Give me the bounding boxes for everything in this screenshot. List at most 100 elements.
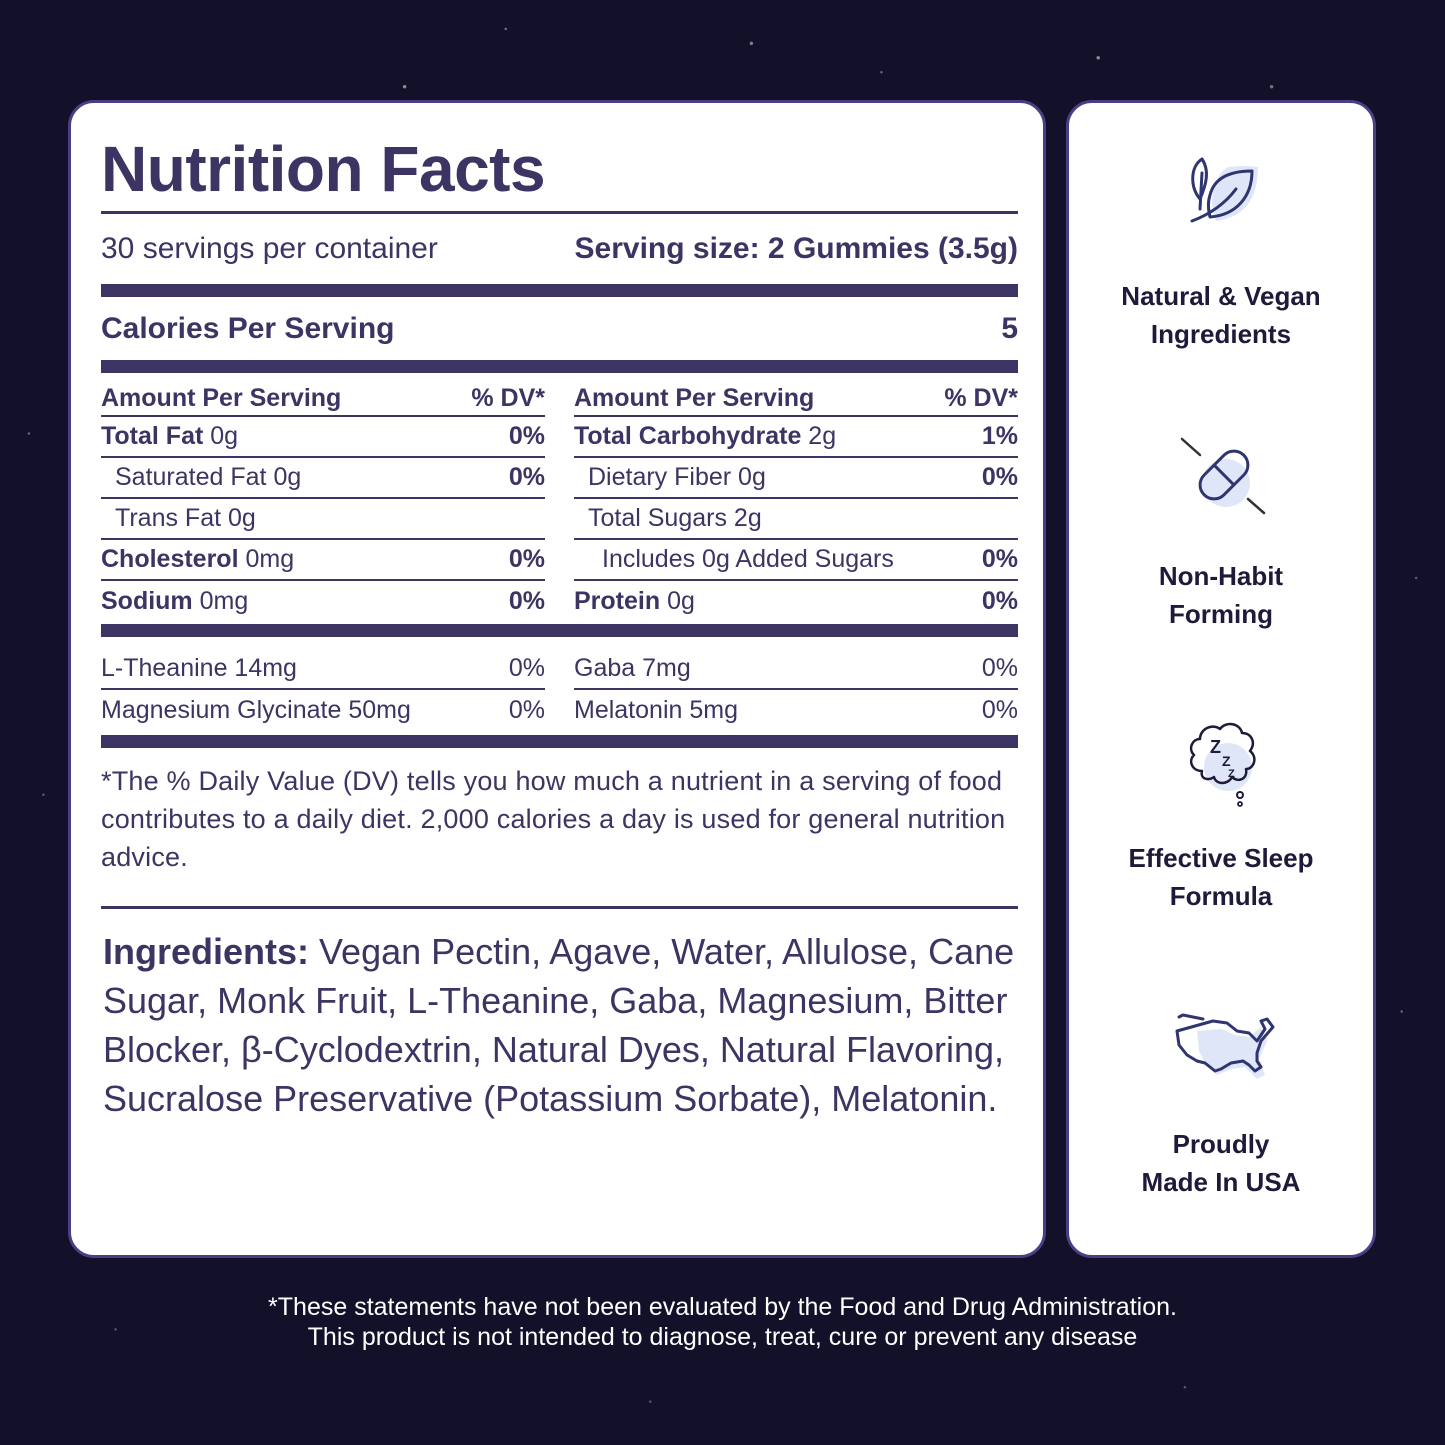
nutrient-amount: 0g [210, 422, 239, 450]
active-ingredients-table: L-Theanine 14mg 0% Magnesium Glycinate 5… [101, 649, 1018, 731]
nutrient-name: Sodium [101, 587, 193, 615]
nutrient-name: Dietary Fiber [588, 463, 732, 491]
svg-text:Z: Z [1222, 753, 1231, 769]
nutrient-name: Total Fat [101, 422, 204, 450]
divider-thick [101, 735, 1018, 748]
nutrient-dv: 0% [508, 587, 545, 615]
header-dv: % DV* [944, 383, 1018, 412]
nutrient-dv: 0% [508, 545, 545, 573]
nutrient-dv: 0% [508, 422, 545, 450]
serving-size: Serving size: 2 Gummies (3.5g) [574, 232, 1018, 265]
table-row: Total Fat 0g 0% [101, 417, 545, 458]
feature-label-line2: Made In USA [1141, 1167, 1301, 1197]
nutrient-amount: 0mg [199, 587, 249, 615]
disclaimer-line2: This product is not intended to diagnose… [307, 1323, 1138, 1351]
crossed-pill-icon [1180, 437, 1266, 515]
feature-label: Natural & Vegan Ingredients [1069, 277, 1373, 353]
nutrient-dv: 0% [508, 696, 545, 724]
divider-thick [101, 624, 1018, 637]
nutrient-dv: 0% [508, 463, 545, 491]
table-row: Gaba 7mg 0% [574, 649, 1018, 690]
nutrition-facts-card: Nutrition Facts 30 servings per containe… [68, 100, 1046, 1258]
divider [101, 211, 1018, 214]
feature-label-line1: Natural & Vegan [1121, 281, 1321, 311]
nutrients-right-column: Amount Per Serving % DV* Total Carbohydr… [574, 373, 1018, 622]
nutrient-name: Saturated Fat [115, 463, 267, 491]
features-card: Natural & Vegan Ingredients Non-Habit Fo… [1066, 100, 1376, 1258]
nutrient-amount: 0g [667, 587, 695, 615]
column-header: Amount Per Serving % DV* [101, 373, 545, 417]
ingredients-list: Ingredients: Vegan Pectin, Agave, Water,… [101, 927, 1018, 1123]
svg-text:Z: Z [1210, 737, 1221, 757]
table-row: L-Theanine 14mg 0% [101, 649, 545, 690]
nutrient-name: Magnesium Glycinate 50mg [101, 696, 411, 724]
nutrient-name: Protein [574, 587, 661, 615]
serving-info: 30 servings per container Serving size: … [101, 214, 1018, 284]
nutrition-facts-panel: Nutrition Facts 30 servings per containe… [101, 103, 1018, 1123]
feature-sleep: Z Z Z Effective Sleep Formula [1069, 709, 1373, 915]
nutrient-name: Total Carbohydrate [574, 422, 802, 450]
nutrient-name: L-Theanine 14mg [101, 654, 297, 682]
table-row: Sodium 0mg 0% [101, 581, 545, 622]
nutrient-dv: 0% [981, 545, 1018, 573]
svg-text:Z: Z [1228, 768, 1235, 780]
header-dv: % DV* [471, 383, 545, 412]
header-amount: Amount Per Serving [101, 383, 342, 412]
nutrient-amount: 2g [733, 504, 762, 532]
feature-label: Proudly Made In USA [1069, 1125, 1373, 1201]
feature-label-line1: Non-Habit [1158, 561, 1284, 591]
header-amount: Amount Per Serving [574, 383, 815, 412]
divider-thick [101, 360, 1018, 373]
nutrient-amount: 0g [273, 463, 302, 491]
active-left-column: L-Theanine 14mg 0% Magnesium Glycinate 5… [101, 649, 545, 731]
nutrient-dv: 0% [981, 696, 1018, 724]
nutrient-amount: 0g [738, 463, 766, 491]
feature-label-line1: Effective Sleep [1128, 843, 1314, 873]
nutrient-amount: 0g [228, 504, 256, 532]
nutrient-name: Includes 0g Added Sugars [602, 545, 894, 573]
nutrients-left-column: Amount Per Serving % DV* Total Fat 0g 0%… [101, 373, 545, 622]
nutrient-name: Trans Fat [115, 504, 222, 532]
nutrient-name: Cholesterol [101, 545, 239, 573]
calories-row: Calories Per Serving 5 [101, 297, 1018, 360]
table-row: Total Sugars 2g [574, 499, 1018, 540]
feature-label-line1: Proudly [1172, 1129, 1270, 1159]
feature-label: Non-Habit Forming [1069, 557, 1373, 633]
table-row: Dietary Fiber 0g 0% [574, 458, 1018, 499]
nutrient-dv: 0% [508, 654, 545, 682]
table-row: Includes 0g Added Sugars 0% [574, 540, 1018, 581]
nutrient-name: Total Sugars [588, 504, 727, 532]
usa-map-icon [1175, 1013, 1275, 1079]
nutrient-amount: 0mg [245, 545, 295, 573]
nutrients-table: Amount Per Serving % DV* Total Fat 0g 0%… [101, 373, 1018, 622]
servings-per-container: 30 servings per container [101, 232, 438, 265]
table-row: Cholesterol 0mg 0% [101, 540, 545, 581]
table-row: Magnesium Glycinate 50mg 0% [101, 690, 545, 731]
disclaimer-line1: *These statements have not been evaluate… [268, 1293, 1177, 1321]
feature-label-line2: Forming [1169, 599, 1273, 629]
table-row: Melatonin 5mg 0% [574, 690, 1018, 731]
sleep-cloud-icon: Z Z Z [1189, 722, 1256, 807]
nutrient-dv: 0% [981, 463, 1018, 491]
ingredients-text: Vegan Pectin, Agave, Water, Allulose, Ca… [103, 931, 1015, 1119]
ingredients-label: Ingredients: [103, 931, 310, 972]
feature-natural-vegan: Natural & Vegan Ingredients [1069, 145, 1373, 353]
nutrient-dv: 0% [981, 587, 1018, 615]
feature-label: Effective Sleep Formula [1069, 839, 1373, 915]
feature-made-in-usa: Proudly Made In USA [1069, 1001, 1373, 1201]
calories-label: Calories Per Serving [101, 311, 395, 345]
nutrient-name: Melatonin 5mg [574, 696, 738, 724]
leaf-icon [1190, 157, 1258, 223]
nutrition-facts-title: Nutrition Facts [101, 133, 546, 205]
table-row: Saturated Fat 0g 0% [101, 458, 545, 499]
nutrient-name: Gaba 7mg [574, 654, 691, 682]
column-header: Amount Per Serving % DV* [574, 373, 1018, 417]
calories-value: 5 [1001, 311, 1018, 345]
divider [101, 906, 1018, 909]
table-row: Protein 0g 0% [574, 581, 1018, 622]
active-right-column: Gaba 7mg 0% Melatonin 5mg 0% [574, 649, 1018, 731]
table-row: Trans Fat 0g [101, 499, 545, 540]
feature-label-line2: Formula [1169, 881, 1273, 911]
nutrient-dv: 0% [981, 654, 1018, 682]
table-row: Total Carbohydrate 2g 1% [574, 417, 1018, 458]
